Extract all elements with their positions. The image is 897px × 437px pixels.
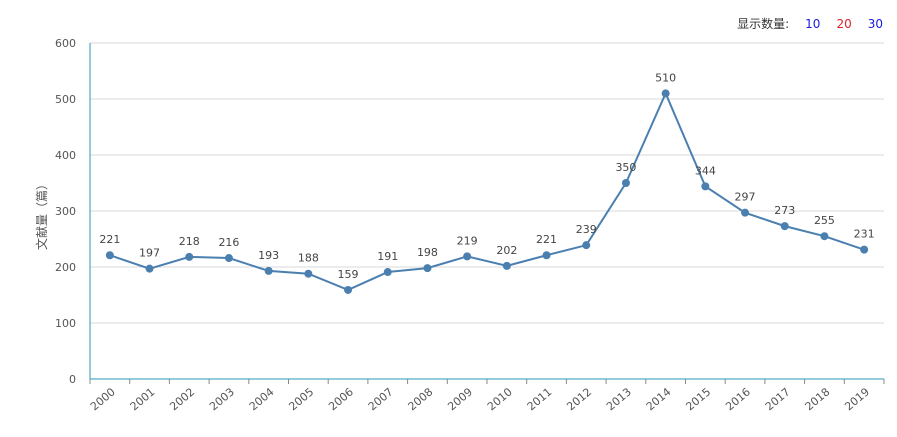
series-line-group: 221 197 218 216 193 188 159 191 198 219 202 221 239 3… <box>99 71 875 294</box>
y-tick-label: 600 <box>55 37 76 50</box>
series-line <box>109 90 865 292</box>
y-tick-label: 100 <box>55 317 76 330</box>
x-tick-label: 2018 <box>803 385 833 413</box>
display-count-label: 显示数量: <box>737 17 790 31</box>
data-label: 198 <box>417 246 438 259</box>
data-point[interactable] <box>820 232 829 241</box>
data-point[interactable] <box>383 268 392 277</box>
x-tick-label: 2005 <box>286 385 316 413</box>
x-tick-label: 2019 <box>842 385 872 413</box>
data-label: 197 <box>139 247 160 260</box>
x-tick-label: 2008 <box>406 385 436 413</box>
data-point[interactable] <box>344 285 353 294</box>
data-point[interactable] <box>661 89 670 98</box>
data-point[interactable] <box>463 252 472 261</box>
data-point[interactable] <box>741 208 750 217</box>
x-tick-label: 2003 <box>207 385 237 413</box>
data-point[interactable] <box>582 241 591 250</box>
x-tick-label: 2006 <box>326 385 356 413</box>
data-point[interactable] <box>304 269 313 278</box>
x-tick-label: 2000 <box>88 385 118 413</box>
x-tick-label: 2004 <box>247 385 277 413</box>
x-tick-label: 2007 <box>366 385 396 413</box>
data-point[interactable] <box>860 245 869 254</box>
data-label: 191 <box>377 250 398 263</box>
display-count-10-option[interactable]: 10 <box>805 16 821 31</box>
y-tick-label: 0 <box>69 373 76 386</box>
x-tick-label: 2010 <box>485 385 515 413</box>
data-point[interactable] <box>502 261 511 270</box>
y-tick-label: 300 <box>55 205 76 218</box>
data-label: 231 <box>854 228 875 241</box>
data-label: 350 <box>615 161 636 174</box>
x-tick-label: 2017 <box>763 385 793 413</box>
data-point[interactable] <box>423 264 432 273</box>
data-point[interactable] <box>701 182 710 191</box>
data-label: 255 <box>814 214 835 227</box>
y-tick-label: 500 <box>55 93 76 106</box>
x-tick-label: 2001 <box>128 385 158 413</box>
data-label: 221 <box>99 233 120 246</box>
x-tick-label: 2012 <box>564 385 594 413</box>
x-tick-label: 2013 <box>604 385 634 413</box>
data-label: 297 <box>735 191 756 204</box>
data-label: 159 <box>338 268 359 281</box>
data-point[interactable] <box>264 266 273 275</box>
data-label: 218 <box>179 235 200 248</box>
data-point[interactable] <box>105 251 114 260</box>
data-label: 193 <box>258 249 279 262</box>
display-count-20-option[interactable]: 20 <box>836 16 852 31</box>
data-label: 221 <box>536 233 557 246</box>
data-label: 239 <box>576 223 597 236</box>
data-point[interactable] <box>621 179 630 187</box>
gridlines <box>90 42 884 324</box>
data-label: 202 <box>496 244 517 257</box>
data-label: 273 <box>774 204 795 217</box>
y-axis-label: 文献量（篇） <box>34 178 49 250</box>
display-count-30-option[interactable]: 30 <box>867 16 883 31</box>
data-label: 510 <box>655 71 676 84</box>
data-label: 188 <box>298 252 319 265</box>
data-label: 219 <box>457 234 478 247</box>
y-tick-label: 200 <box>55 261 76 274</box>
x-tick-label: 2015 <box>683 385 713 413</box>
x-tick-label: 2014 <box>644 385 674 413</box>
data-label: 344 <box>695 164 716 177</box>
data-point[interactable] <box>185 252 194 261</box>
x-tick-label: 2011 <box>525 385 555 413</box>
data-point[interactable] <box>780 222 789 231</box>
data-point[interactable] <box>542 251 551 260</box>
data-point[interactable] <box>145 264 154 273</box>
x-tick-label: 2009 <box>445 385 475 413</box>
display-count-control: 显示数量: 10 20 30 <box>737 15 883 32</box>
y-axis-ticks: 0 100 200 300 400 500 600 <box>55 37 76 386</box>
x-tick-label: 2016 <box>723 385 753 413</box>
data-label: 216 <box>218 236 239 249</box>
y-tick-label: 400 <box>55 149 76 162</box>
data-point[interactable] <box>224 254 233 263</box>
x-tick-label: 2002 <box>167 385 197 413</box>
